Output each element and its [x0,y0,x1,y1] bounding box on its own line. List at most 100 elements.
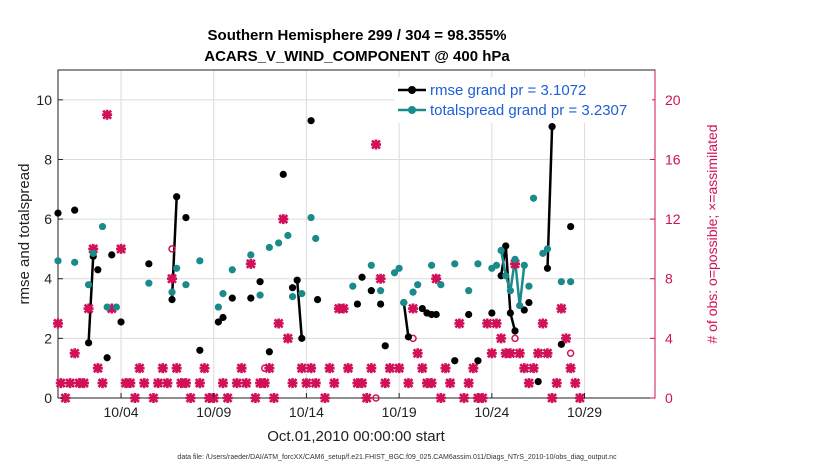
rmse-point [71,206,79,214]
obs-assimilated-mark [301,378,312,389]
obs-assimilated-mark [88,243,99,254]
obs-assimilated-mark [278,214,289,225]
totalspread-point [492,261,501,269]
rmse-point [358,273,366,281]
totalspread-point [196,257,204,265]
obs-assimilated-mark [370,139,381,150]
totalspread-point [284,231,292,240]
rmse-point [182,214,190,222]
obs-assimilated-mark [435,393,446,403]
obs-assimilated-mark [153,378,164,389]
obs-assimilated-mark [482,318,493,329]
y-tick-label: 4 [44,271,52,287]
y-tick-label: 10 [36,92,52,108]
obs-assimilated-mark [69,348,80,359]
totalspread-point [543,245,552,253]
rmse-point [94,266,102,274]
obs-assimilated-mark [477,393,488,403]
obs-assimilated-mark [459,393,470,403]
x-axis: 10/04 10/09 10/14 10/19 10/24 10/29 [104,393,602,420]
obs-assimilated-mark [167,273,178,284]
totalspread-point [312,234,320,243]
rmse-point [256,278,264,286]
rmse-point [145,260,153,268]
obs-assimilated-mark [55,378,66,389]
obs-assimilated-mark [408,303,419,314]
x-tick-label: 10/09 [196,404,231,420]
obs-assimilated-mark [222,393,233,403]
data-file-footnote: data file: /Users/raeder/DAI/ATM_forcXX/… [177,454,617,461]
obs-assimilated-mark [273,318,284,329]
obs-assimilated-mark [357,378,368,389]
y2-tick-label: 12 [665,211,681,227]
obs-assimilated-mark [491,318,502,329]
x-tick-label: 10/14 [289,404,324,420]
y2-tick-label: 8 [665,271,673,287]
rmse-point [214,318,222,326]
rmse-point [367,287,375,295]
obs-assimilated-mark [537,318,548,329]
totalspread-point [275,239,283,247]
rmse-point [265,348,273,356]
rmse-point [451,357,459,365]
y-tick-label: 0 [44,390,52,406]
obs-assimilated-mark [296,363,307,374]
rmse-point [534,378,542,386]
totalspread-point [103,303,111,311]
rmse-point [377,300,385,308]
totalspread-point [173,264,181,272]
totalspread-point [529,194,538,202]
obs-assimilated-mark [380,378,391,389]
obs-assimilated-mark [514,348,525,359]
totalspread-point [390,269,399,277]
x-axis-label: Oct.01,2010 00:00:00 start [267,428,445,445]
totalspread-point [474,260,482,268]
obs-assimilated-mark [199,363,210,374]
obs-assimilated-mark [343,363,354,374]
obs-assimilated-mark [547,393,558,403]
obs-possible-mark [260,364,269,372]
obs-assimilated-mark [412,348,423,359]
obs-assimilated-mark [463,378,474,389]
totalspread-point [228,266,236,274]
obs-assimilated-mark [361,393,372,403]
rmse-point [543,264,552,272]
legend-rmse-marker [408,86,416,94]
y-axis-right: 0 4 8 12 16 20 [650,70,681,406]
obs-assimilated-mark [570,378,581,389]
legend-rmse-label: rmse grand pr = 3.1072 [430,82,586,99]
totalspread-point [145,279,153,287]
obs-possible-mark [566,349,575,358]
obs-assimilated-mark [139,378,150,389]
totalspread-point [511,255,519,263]
obs-assimilated-mark [287,378,298,389]
obs-assimilated-mark [426,378,437,389]
totalspread-point [525,282,533,290]
obs-assimilated-mark [533,348,544,359]
series-0-line [402,302,410,338]
obs-assimilated-mark [468,363,479,374]
series-0-line [546,126,554,269]
obs-assimilated-mark [268,393,279,403]
obs-assimilated-mark [403,378,414,389]
obs-assimilated-mark [556,303,567,314]
legend-box [394,77,652,123]
series-0-line [87,256,95,343]
obs-assimilated-mark [102,109,113,120]
rmse-point [313,296,322,304]
rmse-point [432,310,440,319]
totalspread-point [400,298,408,307]
rmse-point [506,309,514,317]
totalspread-point [465,287,473,295]
obs-possible-mark [372,394,380,402]
rmse-point [474,357,482,365]
rmse-point [353,300,362,308]
obs-assimilated-mark [319,393,330,403]
obs-assimilated-mark [162,378,173,389]
rmse-point [228,294,236,302]
obs-assimilated-mark [185,393,196,403]
y-tick-label: 6 [44,211,52,227]
obs-assimilated-mark [282,333,293,344]
rmse-point [247,294,255,302]
